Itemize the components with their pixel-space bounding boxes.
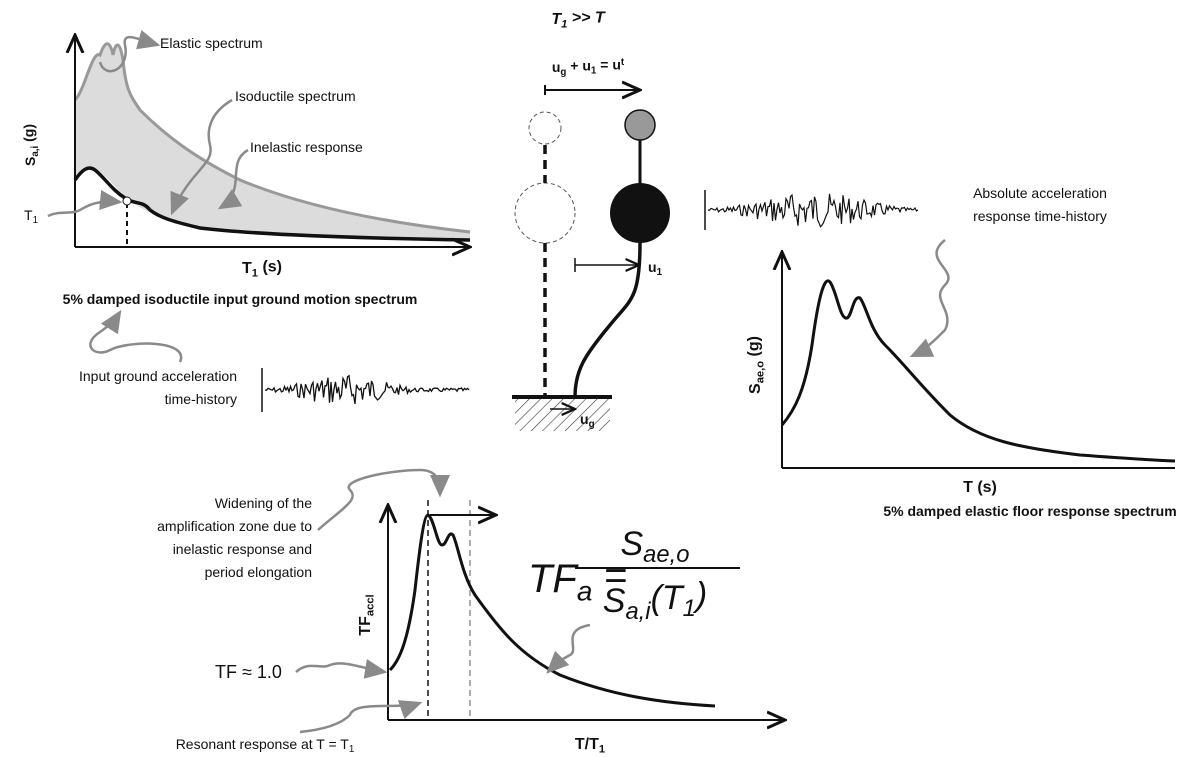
text-run: Resonant response at T = T [176,736,350,752]
title: T1 >> T [551,10,606,31]
t1-point [122,196,132,206]
text-run: ae,o [643,541,689,568]
oscillator: T1 >> T ug + u1 = ut u1 ug [512,10,919,431]
label: ug [580,411,595,430]
text-run: T [551,11,562,28]
y-axis-label: TFaccl [357,594,376,635]
text-run: a,i [625,598,651,625]
label: Inelastic response [250,139,363,155]
floor-spectrum-curve [780,279,1176,463]
text-run: (g) [746,336,763,361]
callout [89,309,183,363]
callout [546,623,591,674]
callout [217,148,249,210]
text-run: >> T [567,10,606,27]
label: Absolute acceleration [973,185,1107,201]
caption: 5% damped isoductile input ground motion… [63,291,418,307]
callout [170,98,233,216]
text-run: S [620,525,643,563]
text-run: = [592,553,626,597]
text-run: T/T [575,736,599,753]
roof-mass [624,109,656,141]
y-axis-label: Sa,i (g) [21,124,41,166]
text-run: 1 [33,215,38,226]
label: T1 [24,207,38,226]
callout [98,30,161,73]
text-run: u [648,259,657,275]
formula-lhs: TFa = [528,553,627,606]
text-run: g [560,67,566,78]
text-run: 1 [561,18,567,30]
text-run: 1 [599,743,605,755]
floor-trace [707,193,919,228]
text-run: accl [364,594,376,616]
x-axis-label: T/T1 [575,736,605,755]
formula-denominator: Sa,i(T1) [603,576,708,625]
label: Widening of the [215,495,312,511]
label: inelastic response and [173,541,312,557]
transfer-panel: Widening of the amplification zone due t… [157,468,785,755]
text-run: u [580,411,589,427]
ghost-mass [528,111,562,145]
text-run: ) [692,576,707,614]
text-run: + u [566,58,591,74]
equation: ug + u1 = ut [552,56,625,77]
text-run: u [552,59,561,75]
x-axis-label: T (s) [963,479,997,496]
elastic-curve [73,42,471,234]
text-run: TF [357,616,374,636]
text-run: g [589,419,595,430]
text-run: T [242,260,252,277]
text-run: (T [651,579,685,617]
text-run: a,i [30,145,41,156]
callout [295,658,388,679]
text-run: (s) [258,259,282,276]
callout [299,700,423,734]
text-run: = u [596,56,621,72]
isoductile-curve [73,166,471,242]
callout [317,468,450,531]
ground-trace [264,374,470,405]
floor-mass [610,183,670,243]
label: response time-history [973,208,1107,224]
text-run: TF [528,557,579,601]
text-run: t [621,57,625,68]
x-axis-label: T1 (s) [242,259,282,280]
label: period elongation [205,564,312,580]
text-run: 1 [591,66,597,77]
label: Elastic spectrum [160,35,263,51]
y-axis-label: Sae,o (g) [746,336,767,394]
callout [47,190,123,218]
label: Resonant response at T = T1 [176,736,355,755]
formula-numerator: Sae,o [620,525,689,568]
label: amplification zone due to [157,518,312,534]
ground-hatch [515,399,610,431]
text-run: 1 [657,267,663,278]
label: time-history [165,391,237,407]
spectrum-panel: Elastic spectrum Isoductile spectrum Ine… [21,30,471,412]
text-run: 1 [252,267,258,279]
text-run: 1 [349,744,354,755]
label: u1 [648,259,663,278]
label: TF ≈ 1.0 [215,662,282,682]
ghost-mass [514,182,576,244]
callout [909,239,950,358]
caption: 5% damped elastic floor response spectru… [883,503,1176,519]
text-run: (g) [21,124,37,146]
text-run: a [577,575,593,606]
text-run: ae,o [754,361,766,384]
text-run: 1 [683,595,696,622]
text-run: S [747,383,764,394]
text-run: S [603,582,626,620]
text-run: S [22,157,38,166]
text-run: T [24,207,33,223]
floor-panel: Absolute acceleration response time-hist… [746,185,1177,519]
column [573,242,642,398]
label: Input ground acceleration [79,368,237,384]
label: Isoductile spectrum [235,88,356,104]
transfer-curve [388,513,716,708]
